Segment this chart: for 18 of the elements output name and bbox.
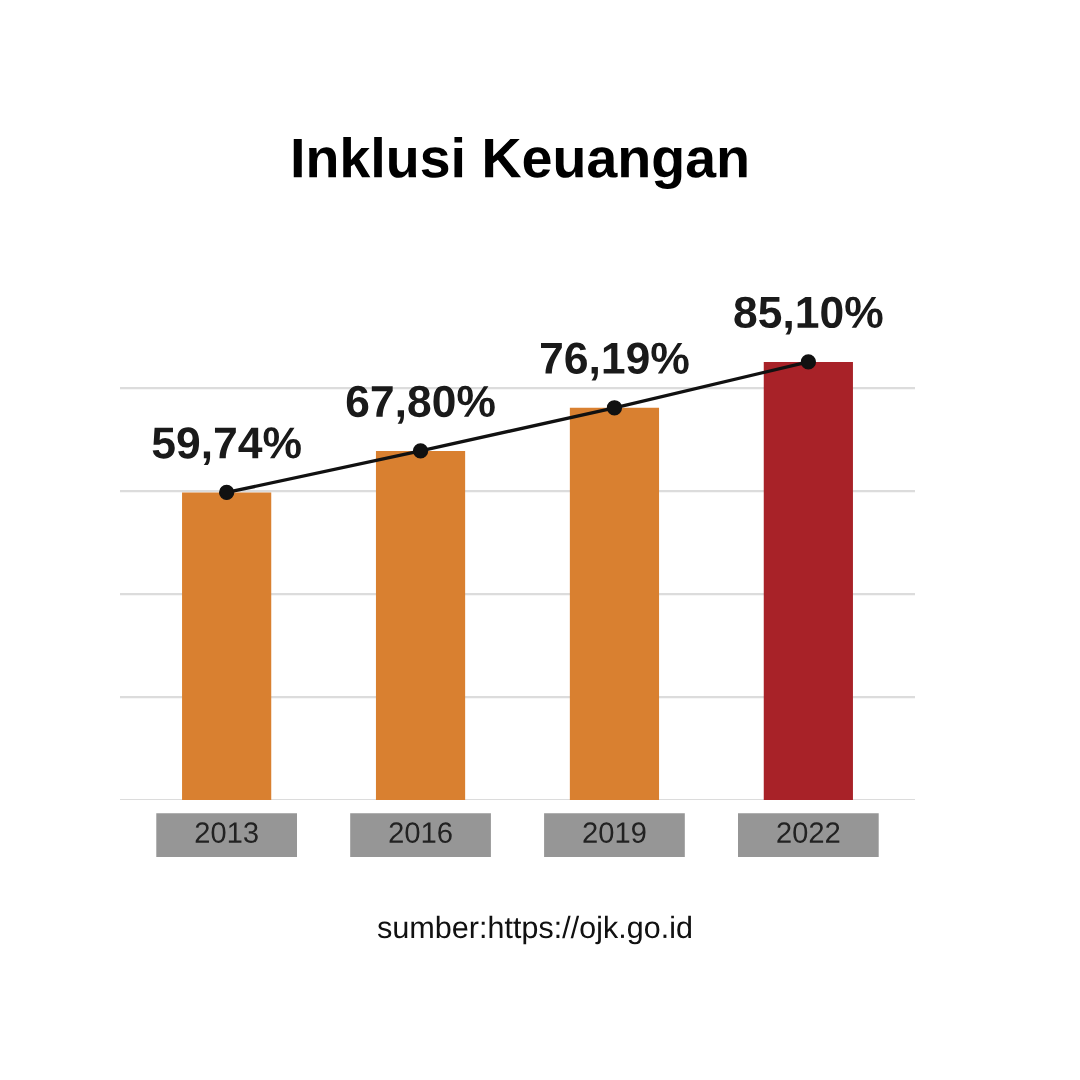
point (606, 400, 623, 416)
point (412, 443, 429, 459)
bar (182, 492, 272, 800)
x-tick-label: 2016 (389, 822, 452, 843)
point (219, 484, 235, 501)
data-label: 67,80% (346, 385, 495, 424)
text: sumber:https://ojk.go.id (377, 915, 691, 945)
bar (763, 361, 853, 800)
bar (375, 450, 466, 800)
data-label: 85,10% (734, 296, 883, 335)
data-label: 76,19% (541, 342, 689, 381)
chart-title: Inklusi Keuangan (293, 136, 747, 190)
point (800, 354, 816, 370)
x-tick-label: 2022 (777, 822, 840, 843)
bar (569, 407, 660, 800)
x-tick-label: 2013 (195, 822, 258, 843)
data-label: 59,74% (152, 427, 301, 466)
x-tick-label: 2019 (583, 822, 646, 843)
